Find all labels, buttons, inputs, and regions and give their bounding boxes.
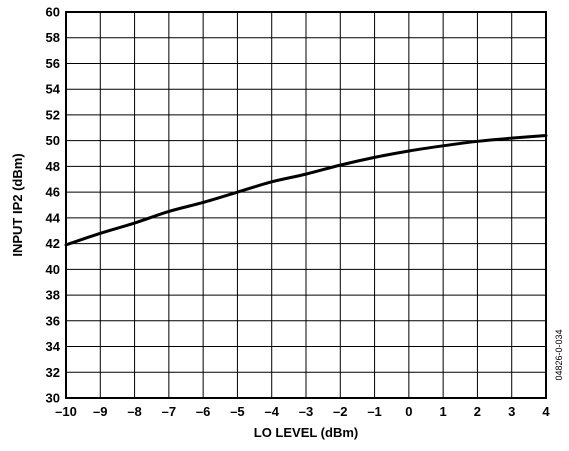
grid bbox=[65, 11, 547, 399]
x-tick-label: –9 bbox=[93, 404, 107, 419]
y-tick-label: 40 bbox=[46, 262, 60, 277]
y-tick-label: 42 bbox=[46, 236, 60, 251]
series-layer bbox=[64, 134, 548, 247]
x-tick-label: 1 bbox=[440, 404, 447, 419]
x-tick-labels: –10 –9 –8 –7 –6 –5 –4 –3 –2 –1 0 1 2 3 4 bbox=[55, 404, 550, 419]
x-tick-label: –4 bbox=[264, 404, 279, 419]
y-tick-label: 32 bbox=[46, 365, 60, 380]
x-tick-label: –6 bbox=[196, 404, 210, 419]
x-tick-label: –10 bbox=[55, 404, 77, 419]
y-tick-label: 46 bbox=[46, 185, 60, 200]
y-tick-label: 54 bbox=[46, 82, 61, 97]
x-axis-title: LO LEVEL (dBm) bbox=[254, 425, 358, 440]
y-tick-label: 50 bbox=[46, 133, 60, 148]
y-tick-label: 52 bbox=[46, 107, 60, 122]
y-tick-label: 34 bbox=[46, 339, 61, 354]
y-tick-label: 58 bbox=[46, 30, 60, 45]
y-tick-label: 30 bbox=[46, 391, 60, 406]
y-tick-label: 56 bbox=[46, 56, 60, 71]
figure-id: 04826-0-034 bbox=[554, 329, 564, 380]
x-tick-label: –3 bbox=[299, 404, 313, 419]
y-tick-label: 38 bbox=[46, 288, 60, 303]
y-tick-labels: 30 32 34 36 38 40 42 44 46 48 50 52 54 56 58 60 bbox=[46, 5, 61, 406]
x-tick-label: –7 bbox=[162, 404, 176, 419]
plot-frame bbox=[65, 11, 547, 399]
x-tick-label: –8 bbox=[127, 404, 141, 419]
series-line bbox=[64, 134, 548, 247]
y-tick-label: 60 bbox=[46, 5, 60, 20]
x-tick-label: 3 bbox=[508, 404, 515, 419]
x-tick-label: 0 bbox=[405, 404, 412, 419]
y-tick-label: 36 bbox=[46, 313, 60, 328]
x-tick-label: 2 bbox=[474, 404, 481, 419]
x-tick-label: –5 bbox=[230, 404, 244, 419]
x-tick-label: –2 bbox=[333, 404, 347, 419]
x-tick-label: 4 bbox=[542, 404, 550, 419]
y-tick-label: 44 bbox=[46, 210, 61, 225]
x-tick-label: –1 bbox=[367, 404, 381, 419]
y-axis-title: INPUT IP2 (dBm) bbox=[10, 153, 25, 256]
y-tick-label: 48 bbox=[46, 159, 60, 174]
